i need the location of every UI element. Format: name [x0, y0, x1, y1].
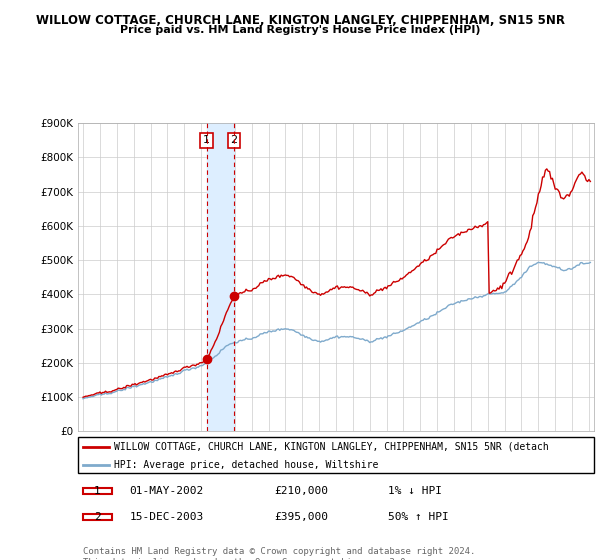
Text: 1: 1: [94, 486, 100, 496]
Text: 1% ↓ HPI: 1% ↓ HPI: [388, 486, 442, 496]
Text: 01-MAY-2002: 01-MAY-2002: [130, 486, 204, 496]
Text: £210,000: £210,000: [274, 486, 328, 496]
FancyBboxPatch shape: [78, 437, 594, 473]
Text: Price paid vs. HM Land Registry's House Price Index (HPI): Price paid vs. HM Land Registry's House …: [120, 25, 480, 35]
FancyBboxPatch shape: [83, 488, 112, 494]
Text: HPI: Average price, detached house, Wiltshire: HPI: Average price, detached house, Wilt…: [114, 460, 379, 470]
Text: 2: 2: [230, 136, 238, 145]
Text: Contains HM Land Registry data © Crown copyright and database right 2024.
This d: Contains HM Land Registry data © Crown c…: [83, 548, 476, 560]
Text: 50% ↑ HPI: 50% ↑ HPI: [388, 512, 448, 521]
Bar: [206, 123, 234, 431]
Text: 15-DEC-2003: 15-DEC-2003: [130, 512, 204, 521]
FancyBboxPatch shape: [83, 515, 112, 520]
Text: £395,000: £395,000: [274, 512, 328, 521]
Text: WILLOW COTTAGE, CHURCH LANE, KINGTON LANGLEY, CHIPPENHAM, SN15 5NR (detach: WILLOW COTTAGE, CHURCH LANE, KINGTON LAN…: [114, 442, 549, 452]
Text: 1: 1: [203, 136, 210, 145]
Text: 2: 2: [94, 512, 100, 521]
Text: WILLOW COTTAGE, CHURCH LANE, KINGTON LANGLEY, CHIPPENHAM, SN15 5NR: WILLOW COTTAGE, CHURCH LANE, KINGTON LAN…: [35, 14, 565, 27]
